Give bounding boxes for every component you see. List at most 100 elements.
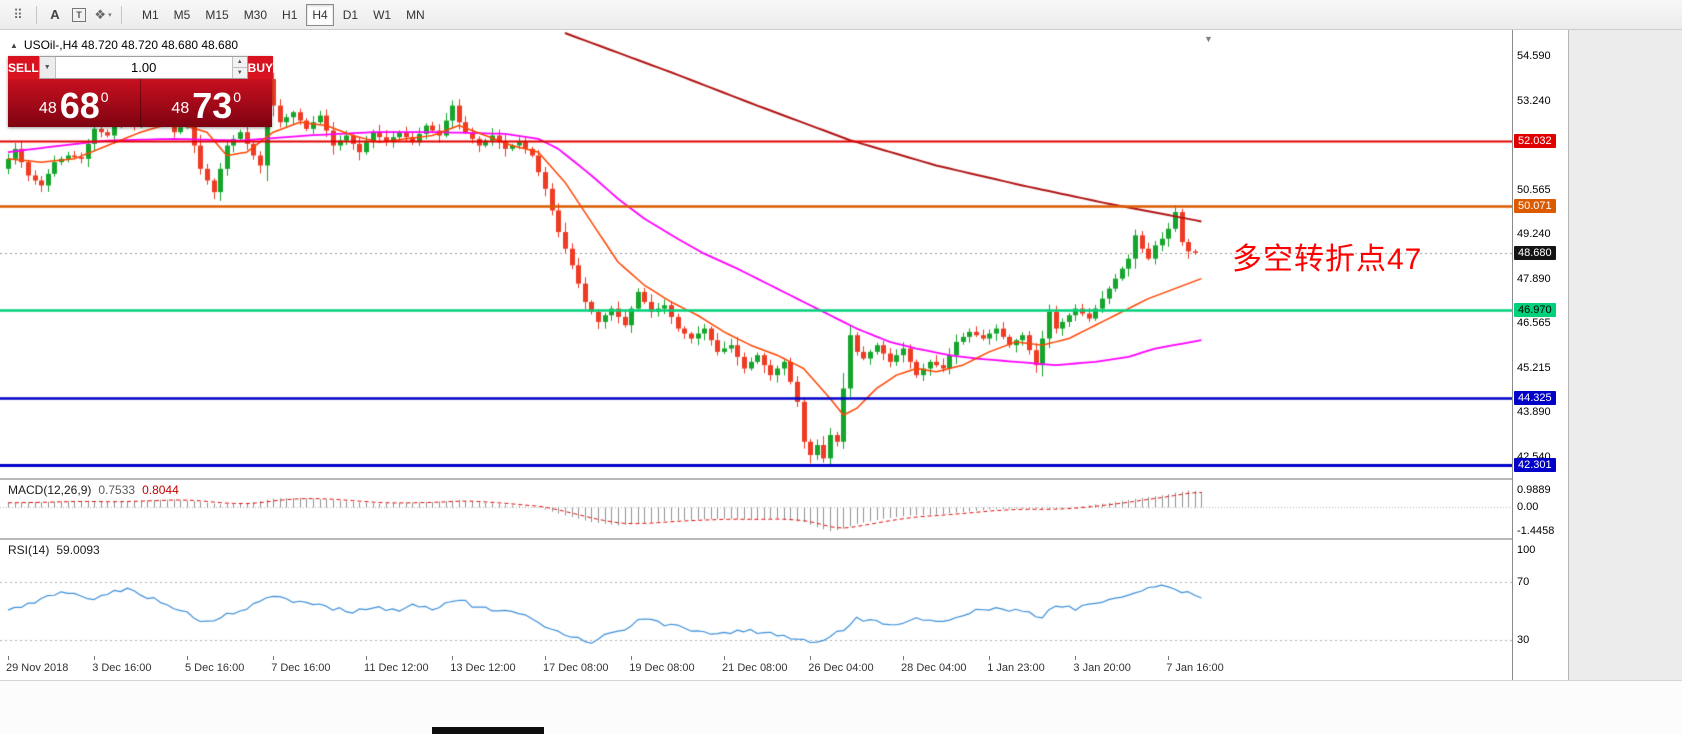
- price-tick-45.215: 45.215: [1517, 362, 1551, 374]
- sell-price-display[interactable]: 48 68 0: [8, 79, 140, 127]
- pane-separator[interactable]: [0, 538, 1568, 540]
- macd-tick-0.9889: 0.9889: [1517, 484, 1551, 497]
- price-badge-52.032: 52.032: [1514, 134, 1556, 149]
- price-axis[interactable]: 54.590 53.240 52.032 50.565 50.071 49.240 48.6…: [1512, 30, 1568, 680]
- time-label: 7 Dec 16:00: [271, 662, 331, 674]
- toolbar-drag-handle-icon[interactable]: ⠿: [13, 6, 23, 22]
- buy-price-display[interactable]: 48 73 0: [139, 79, 273, 127]
- chart-annotation[interactable]: 多空转折点47: [1232, 243, 1423, 276]
- macd-header: MACD(12,26,9) 0.7533 0.8044: [8, 483, 179, 497]
- time-label: 21 Dec 08:00: [722, 662, 788, 674]
- volume-input[interactable]: [55, 57, 232, 78]
- time-tick: [273, 656, 275, 660]
- timeframe-m30[interactable]: M30: [238, 4, 273, 26]
- taskbar-fragment: [432, 727, 544, 734]
- shapes-glyph: ❖: [94, 6, 107, 22]
- time-tick: [187, 656, 188, 660]
- caret-down-icon: ▾: [108, 11, 112, 19]
- time-label: 3 Jan 20:00: [1073, 662, 1131, 674]
- price-badge-42.301: 42.301: [1514, 457, 1556, 472]
- buy-price-sup: 0: [233, 89, 242, 105]
- price-tick-49.240: 49.240: [1517, 228, 1551, 241]
- font-tool-icon[interactable]: A: [50, 7, 60, 22]
- macd-canvas[interactable]: [0, 480, 1512, 538]
- price-badge-44.325: 44.325: [1514, 390, 1556, 405]
- chart-area: 29 Nov 2018 3 Dec 16:00 5 Dec 16:00 7 Dec 1…: [0, 30, 1568, 680]
- time-tick: [94, 656, 96, 660]
- macd-signal-value: 0.8044: [142, 483, 179, 497]
- timeframe-m5[interactable]: M5: [168, 4, 197, 26]
- price-tick-54.590: 54.590: [1517, 50, 1551, 62]
- volume-dropdown-button[interactable]: ▼: [39, 57, 56, 78]
- price-tick-53.240: 53.240: [1517, 94, 1551, 107]
- price-badge-46.970: 46.970: [1514, 302, 1556, 317]
- time-label: 29 Nov 2018: [6, 662, 69, 674]
- time-label: 28 Dec 04:00: [901, 662, 967, 674]
- macd-tick--1.4458: -1.4458: [1517, 525, 1555, 538]
- collapse-trade-panel-icon[interactable]: ▲: [10, 40, 18, 50]
- time-tick: [724, 656, 726, 660]
- time-tick: [452, 656, 454, 660]
- price-tick-47.890: 47.890: [1517, 272, 1551, 285]
- time-label: 19 Dec 08:00: [629, 662, 695, 674]
- buy-price-prefix: 48: [171, 100, 190, 117]
- time-label: 1 Jan 23:00: [987, 662, 1045, 674]
- rsi-value: 59.0093: [56, 543, 100, 557]
- rsi-tick-30: 30: [1517, 634, 1530, 646]
- price-tick-43.890: 43.890: [1517, 406, 1551, 419]
- sell-button[interactable]: SELL: [8, 56, 39, 79]
- sell-price-sup: 0: [100, 89, 109, 105]
- time-tick: [631, 656, 633, 660]
- time-tick: [545, 656, 547, 660]
- time-label: 26 Dec 04:00: [808, 662, 874, 674]
- time-tick: [1168, 656, 1170, 660]
- symbol-ohlc-text: USOil-,H4 48.720 48.720 48.680 48.680: [23, 38, 239, 52]
- time-label: 3 Dec 16:00: [92, 662, 152, 674]
- time-label: 13 Dec 12:00: [450, 662, 516, 674]
- rsi-tick-100: 100: [1517, 544, 1536, 556]
- buy-button[interactable]: BUY: [247, 56, 274, 79]
- sell-price-big: 68: [59, 84, 100, 126]
- chart-shift-icon[interactable]: ▼: [1204, 34, 1213, 44]
- timeframe-w1[interactable]: W1: [367, 4, 397, 26]
- volume-spin-down-icon[interactable]: ▼: [232, 67, 247, 78]
- timeframe-m15[interactable]: M15: [199, 4, 234, 26]
- rsi-title: RSI(14): [8, 543, 50, 557]
- buy-price-big: 73: [192, 84, 233, 126]
- right-gutter: [1568, 30, 1682, 680]
- timeframe-mn[interactable]: MN: [400, 4, 431, 26]
- volume-spin-up-icon[interactable]: ▲: [232, 57, 247, 67]
- price-badge-48.680: 48.680: [1514, 245, 1556, 260]
- symbol-info: ▲ USOil-,H4 48.720 48.720 48.680 48.680: [10, 38, 238, 52]
- timeframe-group: M1 M5 M15 M30 H1 H4 D1 W1 MN: [136, 3, 431, 26]
- toolbar-separator: [121, 5, 122, 24]
- shapes-tool-icon[interactable]: ❖ ▾: [91, 4, 115, 26]
- text-tool-icon[interactable]: T: [67, 4, 91, 26]
- price-tick-46.565: 46.565: [1517, 317, 1551, 330]
- pane-separator[interactable]: [0, 478, 1568, 480]
- time-tick: [1075, 656, 1077, 660]
- macd-tick-0.00: 0.00: [1517, 501, 1539, 513]
- time-label: 5 Dec 16:00: [185, 662, 245, 674]
- rsi-header: RSI(14) 59.0093: [8, 543, 100, 557]
- price-badge-50.071: 50.071: [1514, 199, 1556, 214]
- timeframe-h1[interactable]: H1: [276, 4, 303, 26]
- one-click-trade-panel: SELL ▼ ▲ ▼ BUY 48 68 0 48: [8, 56, 274, 127]
- toolbar: ⠿ A T ❖ ▾ M1 M5 M15 M30 H1 H4 D1 W1 MN: [0, 0, 1682, 30]
- timeframe-d1[interactable]: D1: [337, 4, 364, 26]
- macd-main-value: 0.7533: [98, 483, 136, 497]
- sell-price-prefix: 48: [38, 100, 57, 117]
- rsi-canvas[interactable]: [0, 540, 1512, 656]
- time-tick: [989, 656, 991, 660]
- trade-price-row: 48 68 0 48 73 0: [8, 79, 272, 127]
- time-label: 7 Jan 16:00: [1166, 662, 1224, 674]
- time-tick: [366, 656, 368, 660]
- timeframe-m1[interactable]: M1: [136, 4, 165, 26]
- rsi-tick-70: 70: [1517, 576, 1530, 588]
- time-axis[interactable]: 29 Nov 2018 3 Dec 16:00 5 Dec 16:00 7 Dec 1…: [0, 656, 1512, 680]
- timeframe-h4[interactable]: H4: [306, 3, 334, 26]
- macd-title: MACD(12,26,9): [8, 483, 92, 497]
- time-label: 17 Dec 08:00: [543, 662, 609, 674]
- price-tick-50.565: 50.565: [1517, 183, 1551, 196]
- time-label: 11 Dec 12:00: [364, 662, 429, 674]
